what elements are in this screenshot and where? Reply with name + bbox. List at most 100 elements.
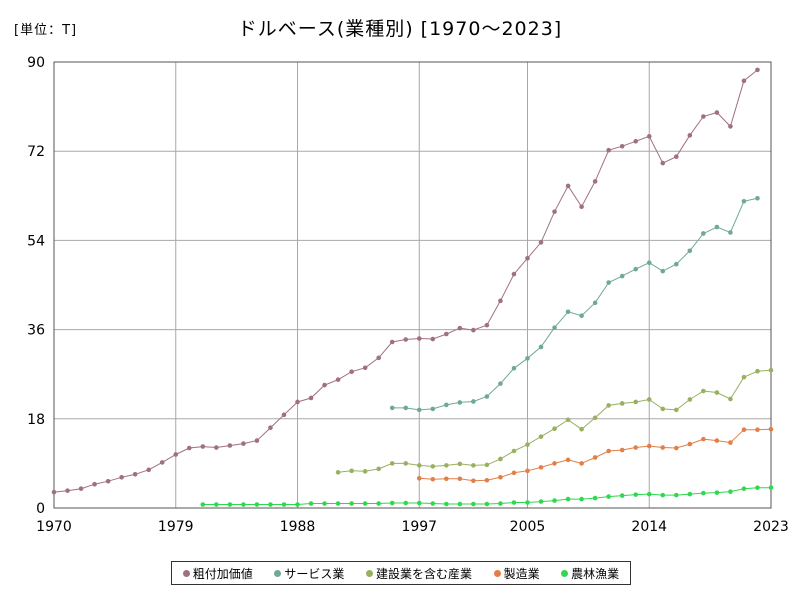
data-point [389,500,395,506]
y-tick-label: 36 [27,323,45,339]
data-point [403,461,409,466]
legend-item: 粗付加価値 [182,565,253,582]
data-point [416,475,422,481]
data-point [349,468,354,474]
data-point [646,491,652,497]
data-point [457,501,463,507]
data-point [768,485,774,490]
data-point [674,154,679,159]
data-point [173,452,179,457]
data-point [335,501,341,506]
data-point [471,463,476,468]
data-point [146,467,151,473]
data-point [646,397,652,402]
series-line [338,369,772,473]
data-point [579,313,584,319]
data-point [389,405,395,411]
data-point [674,492,679,498]
data-point [362,365,368,371]
data-point [416,500,422,506]
data-point [768,367,774,373]
legend-label: 粗付加価値 [192,566,253,581]
data-point [728,489,733,494]
data-point [579,496,584,502]
data-point [281,412,287,418]
data-point [741,78,747,84]
data-point [471,399,476,404]
data-point [538,240,544,245]
series-layer [51,67,774,507]
data-point [214,445,219,450]
data-point [105,478,111,484]
y-tick-label: 90 [27,55,45,71]
legend-marker [365,569,373,577]
data-point [619,493,625,498]
data-point [335,377,341,382]
y-tick-label: 54 [27,233,45,249]
y-tick-label: 0 [36,501,45,517]
data-point [714,490,720,495]
data-point [498,456,503,462]
data-point [592,179,598,184]
series-5 [200,485,774,507]
data-point [687,248,693,254]
data-point [511,500,517,505]
data-point [241,441,246,446]
data-point [687,397,693,402]
data-point [592,455,598,460]
data-point [430,476,436,482]
data-point [592,495,598,501]
data-point [430,336,436,342]
legend-item: サービス業 [274,565,344,582]
data-point [511,365,517,371]
data-point [741,198,747,204]
data-point [457,400,463,405]
data-point [755,368,760,374]
data-point [444,476,449,482]
data-point [592,300,598,306]
data-point [714,110,720,115]
data-point [484,501,490,507]
data-point [227,443,233,448]
data-point [65,488,70,493]
data-point [51,489,57,495]
data-point [565,496,571,502]
data-point [687,441,693,447]
data-point [660,445,666,450]
data-point [214,502,219,507]
unit-label: [単位：T] [14,23,78,38]
data-point [565,309,571,315]
data-point [92,481,97,487]
data-point [646,260,652,266]
data-point [755,67,760,73]
data-point [186,445,192,451]
legend-label: 農林漁業 [571,566,620,581]
y-tick-label: 72 [27,144,45,160]
data-point [728,396,733,402]
x-tick-label: 1988 [280,519,316,535]
data-point [389,339,395,345]
data-point [78,486,84,491]
data-point [525,468,530,474]
grid-lines [54,62,771,508]
legend-label: サービス業 [284,566,345,581]
x-tick-label: 2005 [510,519,546,535]
data-point [646,134,652,139]
data-point [755,195,760,201]
data-point [660,268,666,274]
data-point [308,501,314,506]
x-tick-label: 2014 [631,519,667,535]
data-point [430,501,436,506]
data-point [498,501,503,506]
data-point [416,407,422,413]
data-point [538,344,544,350]
legend-label: 建設業を含む産業 [375,566,472,581]
data-point [471,327,476,333]
data-point [241,502,246,507]
data-point [565,183,571,189]
x-tick-label: 2023 [753,519,789,535]
data-point [552,461,557,466]
series-4 [416,426,774,484]
data-point [687,133,693,138]
